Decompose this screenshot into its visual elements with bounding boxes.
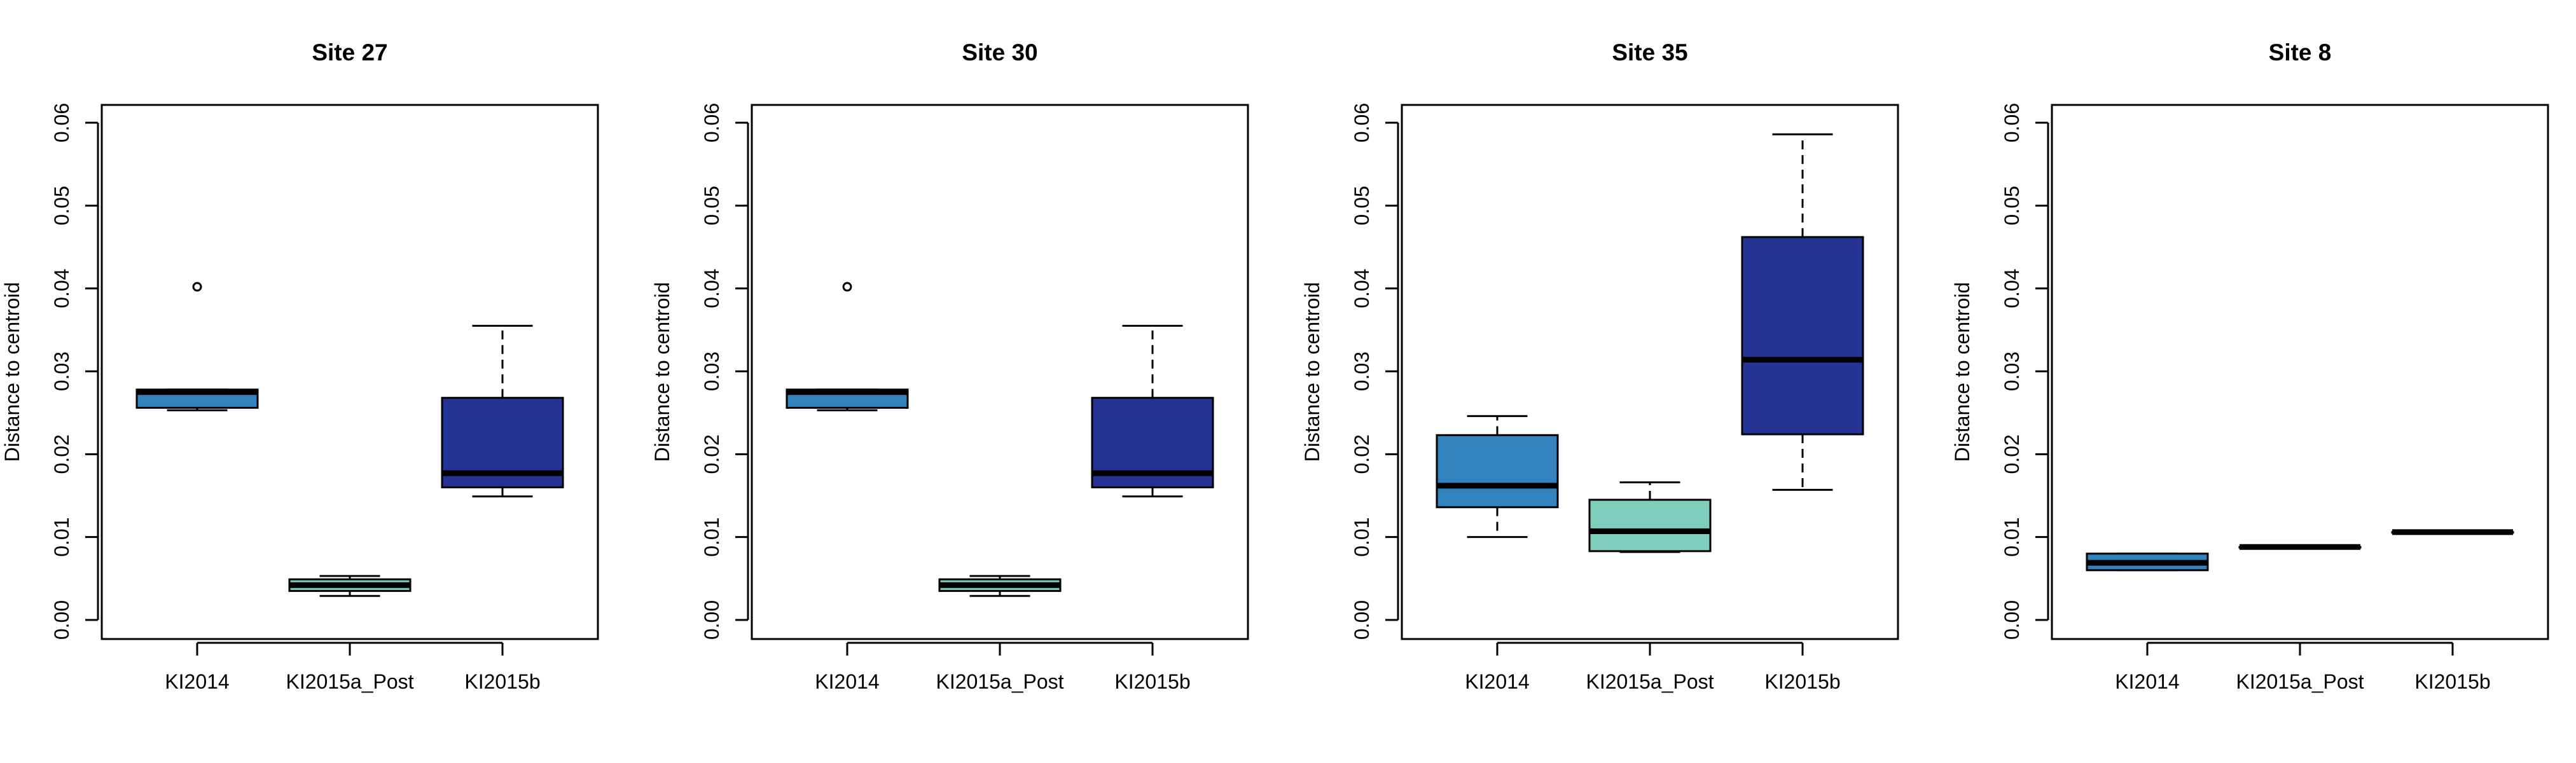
chart-title: Site 35 xyxy=(1612,39,1687,65)
box-KI2015b: KI2015b xyxy=(441,324,564,693)
plot-frame xyxy=(1401,104,1899,640)
x-tick-label: KI2014 xyxy=(2115,670,2179,693)
y-axis-label: Distance to centroid xyxy=(1301,282,1324,462)
x-tick-label: KI2015a_Post xyxy=(2236,670,2364,693)
y-tick-label: 0.05 xyxy=(50,186,73,225)
x-tick-label: KI2015b xyxy=(2414,670,2490,693)
x-tick-label: KI2015b xyxy=(1764,670,1840,693)
panel-3: Site 35 0.00 0.01 0.02 0.03 0.04 0.05 0.06 Dista… xyxy=(1301,39,1899,693)
y-tick-label: 0.05 xyxy=(1350,186,1373,225)
panel-4: Site 8 0.00 0.01 0.02 0.03 0.04 0.05 0.06 Distan… xyxy=(1951,39,2549,693)
y-tick-label: 0.00 xyxy=(2000,600,2023,640)
chart-title: Site 27 xyxy=(312,39,387,65)
x-tick-label: KI2014 xyxy=(815,670,879,693)
y-tick-label: 0.06 xyxy=(2000,103,2023,142)
iqr-box xyxy=(1741,236,1864,436)
y-tick-label: 0.05 xyxy=(700,186,723,225)
y-tick-label: 0.04 xyxy=(2000,269,2023,308)
box-KI2015a_Post: KI2015a_Post xyxy=(2236,544,2364,693)
y-tick-label: 0.01 xyxy=(700,518,723,557)
box-KI2015a_Post: KI2015a_Post xyxy=(936,575,1064,693)
x-tick-label: KI2015a_Post xyxy=(1586,670,1714,693)
y-tick-label: 0.01 xyxy=(1350,518,1373,557)
y-tick-label: 0.04 xyxy=(1350,269,1373,308)
y-tick-label: 0.02 xyxy=(50,434,73,474)
box-KI2015b: KI2015b xyxy=(1741,133,1864,693)
x-tick-label: KI2015b xyxy=(1114,670,1190,693)
iqr-box xyxy=(1588,498,1712,553)
box-KI2015a_Post: KI2015a_Post xyxy=(286,575,414,693)
chart-title: Site 8 xyxy=(2269,39,2332,65)
y-tick-label: 0.03 xyxy=(2000,352,2023,391)
box-KI2014: KI2014 xyxy=(2086,553,2209,693)
box-KI2014: KI2014 xyxy=(1436,415,1559,693)
y-tick-label: 0.02 xyxy=(700,434,723,474)
box-KI2015a_Post: KI2015a_Post xyxy=(1586,481,1714,693)
y-tick-label: 0.00 xyxy=(50,600,73,640)
outlier-point xyxy=(192,282,202,292)
box-KI2015b: KI2015b xyxy=(2391,529,2514,693)
x-tick-label: KI2014 xyxy=(165,670,229,693)
box-KI2014: KI2014 xyxy=(786,282,909,693)
y-tick-label: 0.03 xyxy=(1350,352,1373,391)
y-tick-label: 0.02 xyxy=(2000,434,2023,474)
y-tick-label: 0.03 xyxy=(50,352,73,391)
panel-2: Site 30 0.00 0.01 0.02 0.03 0.04 0.05 0.06 Dista… xyxy=(651,39,1249,693)
y-axis-label: Distance to centroid xyxy=(1,282,24,462)
y-tick-label: 0.05 xyxy=(2000,186,2023,225)
y-tick-label: 0.06 xyxy=(1350,103,1373,142)
panel-1: Site 27 0.00 0.01 0.02 0.03 0.04 0.05 0.06 Dista… xyxy=(1,39,599,693)
x-tick-label: KI2015a_Post xyxy=(936,670,1063,693)
y-tick-label: 0.01 xyxy=(50,518,73,557)
iqr-box xyxy=(1436,434,1559,509)
y-tick-label: 0.06 xyxy=(700,103,723,142)
y-axis-label: Distance to centroid xyxy=(1951,282,1974,462)
y-tick-label: 0.00 xyxy=(1350,600,1373,640)
y-tick-label: 0.02 xyxy=(1350,434,1373,474)
y-tick-label: 0.04 xyxy=(700,269,723,308)
chart-title: Site 30 xyxy=(962,39,1037,65)
outlier-point xyxy=(842,282,852,292)
plot-frame xyxy=(751,104,1249,640)
x-tick-label: KI2014 xyxy=(1465,670,1529,693)
y-tick-label: 0.03 xyxy=(700,352,723,391)
box-KI2014: KI2014 xyxy=(135,282,259,693)
y-tick-label: 0.01 xyxy=(2000,518,2023,557)
y-tick-label: 0.04 xyxy=(50,269,73,308)
box-KI2015b: KI2015b xyxy=(1091,324,1214,693)
plot-frame xyxy=(2051,104,2549,640)
y-axis-label: Distance to centroid xyxy=(651,282,674,462)
x-tick-label: KI2015a_Post xyxy=(286,670,413,693)
plot-frame xyxy=(100,104,599,640)
y-tick-label: 0.00 xyxy=(700,600,723,640)
x-tick-label: KI2015b xyxy=(464,670,540,693)
y-tick-label: 0.06 xyxy=(50,103,73,142)
